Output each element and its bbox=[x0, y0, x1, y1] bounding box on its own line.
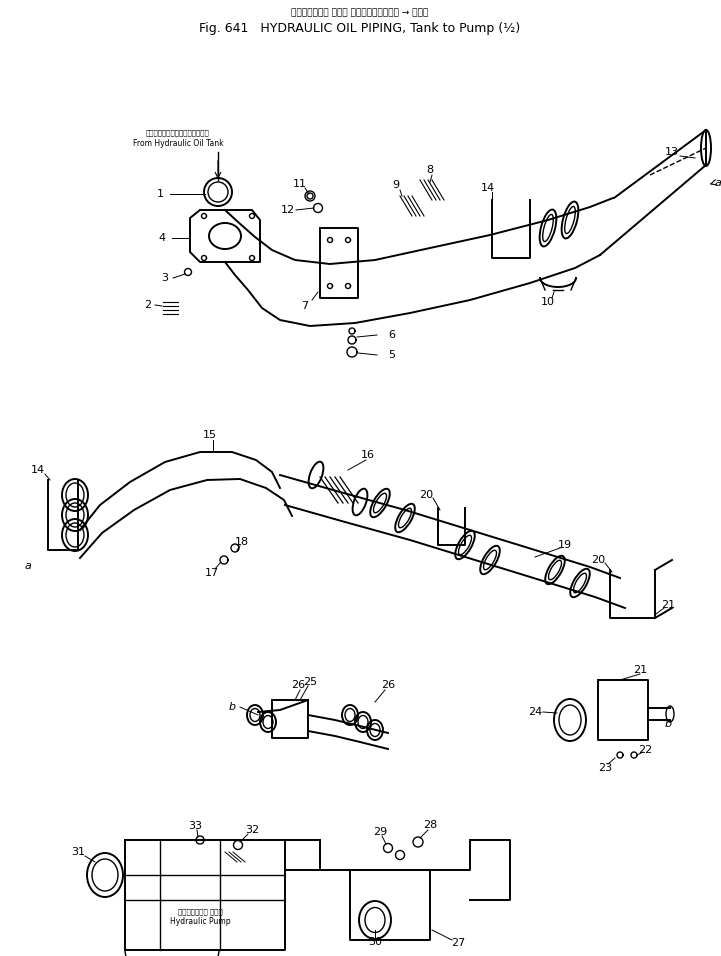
Text: ハイドロリックオイルタンクから: ハイドロリックオイルタンクから bbox=[146, 130, 210, 137]
Text: 26: 26 bbox=[291, 680, 305, 690]
Text: 25: 25 bbox=[303, 677, 317, 687]
Text: 21: 21 bbox=[661, 600, 675, 610]
Text: 21: 21 bbox=[633, 665, 647, 675]
Text: 3: 3 bbox=[162, 273, 169, 283]
Text: b: b bbox=[665, 719, 671, 729]
Text: 29: 29 bbox=[373, 827, 387, 837]
Text: 18: 18 bbox=[235, 537, 249, 547]
Text: 30: 30 bbox=[368, 937, 382, 947]
Text: a: a bbox=[715, 178, 721, 188]
Text: 32: 32 bbox=[245, 825, 259, 835]
Text: 10: 10 bbox=[541, 297, 555, 307]
Text: b: b bbox=[229, 702, 236, 712]
Text: 6: 6 bbox=[388, 330, 395, 340]
Text: 14: 14 bbox=[481, 183, 495, 193]
Text: Fig. 641   HYDRAULIC OIL PIPING, Tank to Pump (½): Fig. 641 HYDRAULIC OIL PIPING, Tank to P… bbox=[200, 22, 521, 35]
Text: 22: 22 bbox=[638, 745, 652, 755]
Text: 1: 1 bbox=[156, 189, 164, 199]
Text: 7: 7 bbox=[301, 301, 309, 311]
Text: 23: 23 bbox=[598, 763, 612, 773]
Text: Hydraulic Pump: Hydraulic Pump bbox=[169, 918, 230, 926]
Text: 19: 19 bbox=[558, 540, 572, 550]
Text: 8: 8 bbox=[426, 165, 433, 175]
Text: 20: 20 bbox=[591, 555, 605, 565]
Text: 28: 28 bbox=[423, 820, 437, 830]
Text: From Hydraulic Oil Tank: From Hydraulic Oil Tank bbox=[133, 139, 224, 147]
Text: 15: 15 bbox=[203, 430, 217, 440]
Text: ハイドロリック ポンプ: ハイドロリック ポンプ bbox=[177, 909, 222, 915]
Text: 17: 17 bbox=[205, 568, 219, 578]
Text: 9: 9 bbox=[392, 180, 399, 190]
Text: 31: 31 bbox=[71, 847, 85, 857]
Text: 4: 4 bbox=[159, 233, 166, 243]
Text: a: a bbox=[25, 561, 32, 571]
Text: 13: 13 bbox=[665, 147, 679, 157]
Text: 14: 14 bbox=[31, 465, 45, 475]
Text: 2: 2 bbox=[144, 300, 151, 310]
Text: 26: 26 bbox=[381, 680, 395, 690]
Text: 20: 20 bbox=[419, 490, 433, 500]
Text: 12: 12 bbox=[281, 205, 295, 215]
Text: 16: 16 bbox=[361, 450, 375, 460]
Text: 27: 27 bbox=[451, 938, 465, 948]
Text: 33: 33 bbox=[188, 821, 202, 831]
Text: 11: 11 bbox=[293, 179, 307, 189]
Text: ハイドロリック オイル パイピング、タンク → ポンプ: ハイドロリック オイル パイピング、タンク → ポンプ bbox=[291, 8, 428, 17]
Text: 5: 5 bbox=[388, 350, 395, 360]
Text: 24: 24 bbox=[528, 707, 542, 717]
